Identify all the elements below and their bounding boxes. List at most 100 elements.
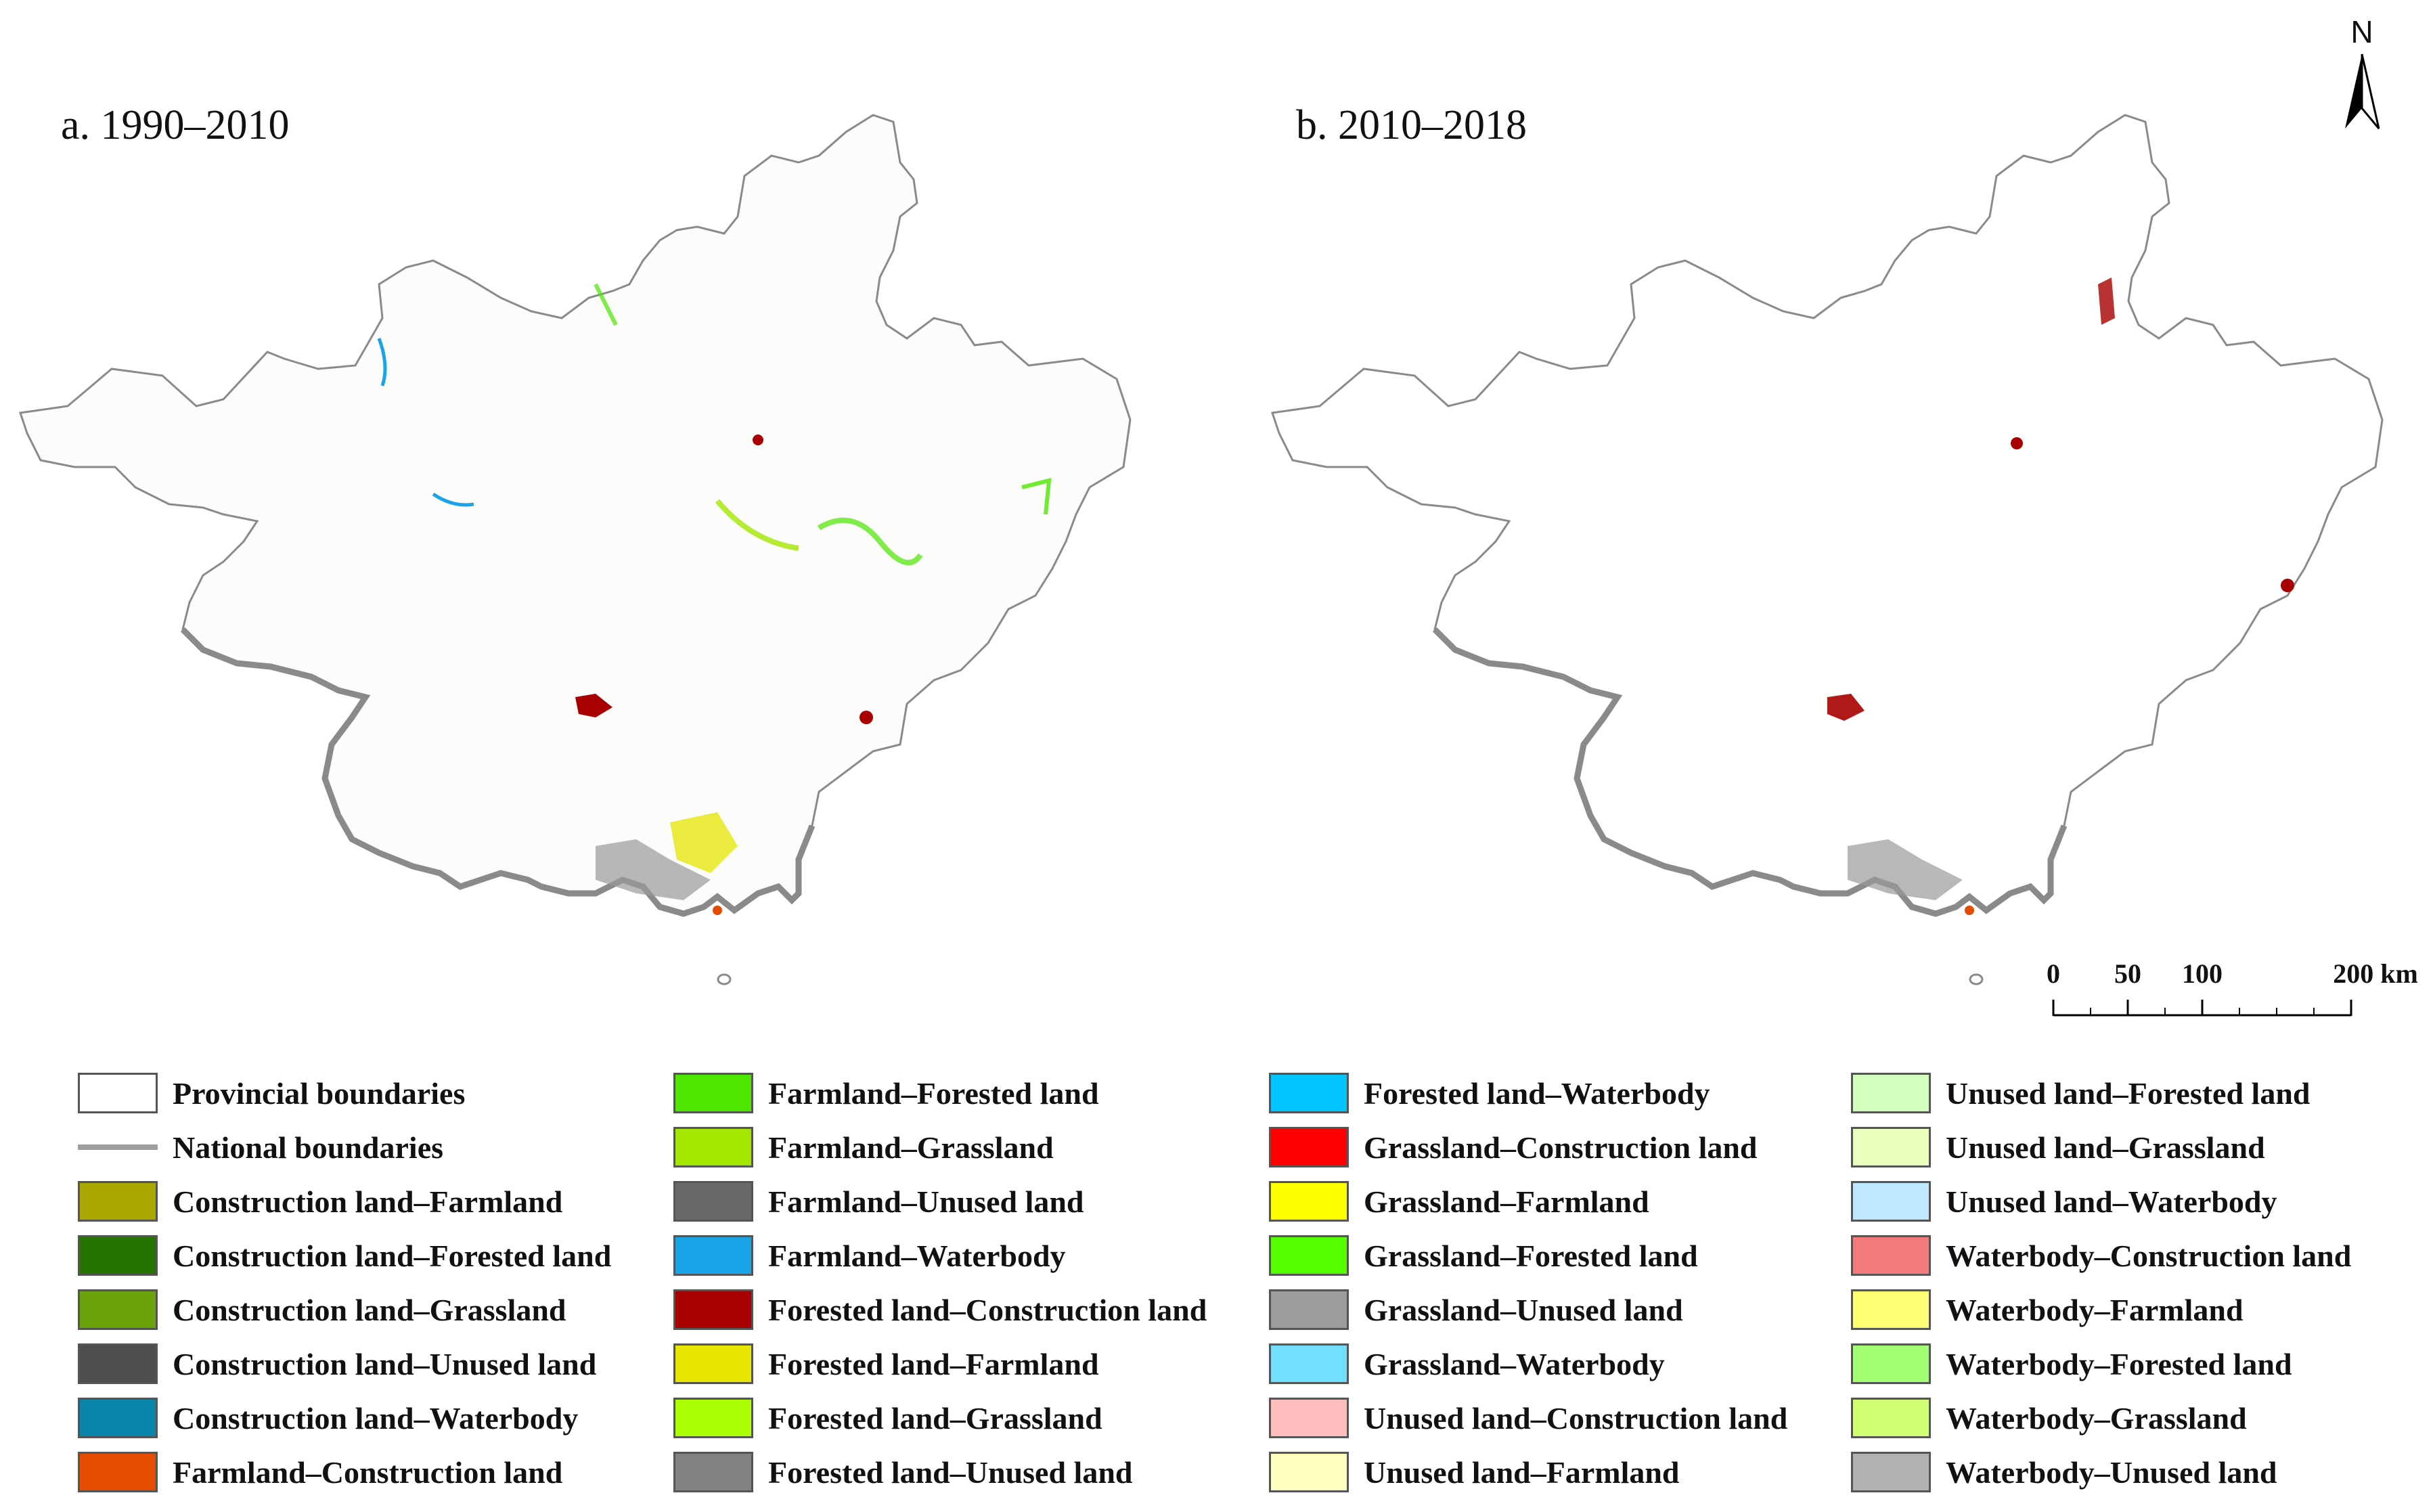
- legend-item: Unused land–Grassland: [1851, 1120, 2419, 1174]
- legend-swatch: [78, 1343, 158, 1384]
- legend-swatch: [673, 1127, 753, 1168]
- legend-item: Construction land–Farmland: [78, 1174, 673, 1228]
- north-arrow-icon: [2345, 53, 2380, 129]
- scale-bar-graphic: [2052, 1000, 2352, 1017]
- legend-label: Unused land–Construction land: [1364, 1400, 1788, 1436]
- legend-label: Provincial boundaries: [173, 1075, 466, 1111]
- legend-swatch: [673, 1181, 753, 1222]
- legend-label: Construction land–Waterbody: [173, 1400, 579, 1436]
- legend-item: Construction land–Waterbody: [78, 1391, 673, 1445]
- legend: Provincial boundaries National boundaries…: [78, 1066, 2419, 1499]
- construction-spot-a2: [860, 711, 873, 724]
- forested-to-construction-cluster-b1: [1827, 694, 1865, 721]
- scale-bar: 0 50 100 200 km: [2044, 958, 2423, 1032]
- legend-item: Farmland–Construction land: [78, 1445, 673, 1499]
- legend-item: Grassland–Farmland: [1269, 1174, 1851, 1228]
- legend-swatch: [1269, 1073, 1349, 1113]
- legend-item: Farmland–Grassland: [673, 1120, 1269, 1174]
- maps-canvas: [19, 114, 2384, 985]
- legend-swatch: [1851, 1181, 1931, 1222]
- farmland-to-waterbody-strip-1: [377, 338, 387, 386]
- legend-swatch: [673, 1398, 753, 1438]
- legend-item: Construction land–Grassland: [78, 1283, 673, 1337]
- legend-item: Unused land–Forested land: [1851, 1066, 2419, 1120]
- legend-label: Construction land–Forested land: [173, 1238, 612, 1273]
- legend-swatch: [78, 1289, 158, 1330]
- legend-swatch: [1851, 1127, 1931, 1168]
- legend-column: Provincial boundaries National boundaries…: [78, 1066, 673, 1499]
- coastal-unused-land-cluster-b: [1848, 839, 1963, 900]
- legend-label: Waterbody–Farmland: [1946, 1292, 2244, 1327]
- legend-item: Construction land–Forested land: [78, 1228, 673, 1283]
- legend-item: National boundaries: [78, 1120, 673, 1174]
- legend-label: Farmland–Waterbody: [768, 1238, 1066, 1273]
- legend-item: Waterbody–Farmland: [1851, 1283, 2419, 1337]
- legend-column: Forested land–Waterbody Grassland–Constru…: [1269, 1066, 1851, 1499]
- legend-swatch: [673, 1235, 753, 1276]
- legend-swatch: [1269, 1452, 1349, 1492]
- legend-swatch: [78, 1452, 158, 1492]
- legend-label: National boundaries: [173, 1130, 444, 1165]
- legend-swatch: [673, 1073, 753, 1113]
- legend-item: Construction land–Unused land: [78, 1337, 673, 1391]
- legend-label: Construction land–Farmland: [173, 1184, 563, 1219]
- legend-label: Grassland–Unused land: [1364, 1292, 1683, 1327]
- legend-swatch: [78, 1181, 158, 1222]
- legend-label: Farmland–Forested land: [768, 1075, 1099, 1111]
- map-a-title: a. 1990–2010: [61, 102, 290, 148]
- forested-to-farmland-cluster-a: [670, 812, 738, 873]
- legend-swatch: [1851, 1398, 1931, 1438]
- legend-swatch: [78, 1398, 158, 1438]
- legend-item: Waterbody–Unused land: [1851, 1445, 2419, 1499]
- legend-label: Forested land–Grassland: [768, 1400, 1102, 1436]
- legend-label: Forested land–Waterbody: [1364, 1075, 1710, 1111]
- scale-label-100: 100: [2182, 958, 2223, 989]
- legend-swatch: [1269, 1398, 1349, 1438]
- construction-spot-a1: [753, 435, 763, 445]
- coastal-unused-land-cluster-a: [596, 839, 711, 900]
- legend-label: Forested land–Farmland: [768, 1346, 1099, 1381]
- legend-label: Farmland–Unused land: [768, 1184, 1084, 1219]
- construction-spot-a3: [713, 906, 722, 915]
- legend-item: Waterbody–Forested land: [1851, 1337, 2419, 1391]
- legend-label: Unused land–Grassland: [1946, 1130, 2265, 1165]
- legend-swatch: [673, 1452, 753, 1492]
- legend-label: Grassland–Forested land: [1364, 1238, 1698, 1273]
- legend-swatch: [1269, 1127, 1349, 1168]
- construction-spot-b1: [2011, 437, 2023, 449]
- legend-item: Forested land–Unused land: [673, 1445, 1269, 1499]
- legend-item: Grassland–Waterbody: [1269, 1337, 1851, 1391]
- legend-item: Forested land–Farmland: [673, 1337, 1269, 1391]
- legend-label: Grassland–Farmland: [1364, 1184, 1649, 1219]
- legend-label: Unused land–Farmland: [1364, 1454, 1680, 1490]
- legend-swatch: [78, 1235, 158, 1276]
- legend-label: Unused land–Waterbody: [1946, 1184, 2277, 1219]
- legend-label: Construction land–Grassland: [173, 1292, 566, 1327]
- forested-to-construction-cluster-a: [575, 694, 612, 717]
- north-label: N: [2350, 14, 2373, 49]
- legend-label: Farmland–Grassland: [768, 1130, 1054, 1165]
- farmland-to-forested-strip-3: [1021, 478, 1052, 515]
- legend-swatch: [1269, 1343, 1349, 1384]
- legend-item: Grassland–Construction land: [1269, 1120, 1851, 1174]
- legend-swatch: [1851, 1073, 1931, 1113]
- legend-swatch: [1269, 1235, 1349, 1276]
- farmland-to-grassland-strip-1: [715, 499, 799, 551]
- legend-column: Unused land–Forested land Unused land–Gra…: [1851, 1066, 2419, 1499]
- legend-item: Grassland–Forested land: [1269, 1228, 1851, 1283]
- legend-item: Farmland–Forested land: [673, 1066, 1269, 1120]
- farmland-to-waterbody-strip-2: [432, 492, 474, 507]
- legend-swatch: [1269, 1181, 1349, 1222]
- legend-label: Forested land–Unused land: [768, 1454, 1133, 1490]
- scale-label-50: 50: [2114, 958, 2141, 989]
- legend-swatch: [1851, 1452, 1931, 1492]
- legend-item: Farmland–Unused land: [673, 1174, 1269, 1228]
- legend-swatch: [1851, 1289, 1931, 1330]
- legend-item: Forested land–Construction land: [673, 1283, 1269, 1337]
- legend-item: Provincial boundaries: [78, 1066, 673, 1120]
- legend-column: Farmland–Forested land Farmland–Grassland…: [673, 1066, 1269, 1499]
- legend-swatch: [673, 1343, 753, 1384]
- legend-label: Waterbody–Forested land: [1946, 1346, 2292, 1381]
- legend-item: Waterbody–Construction land: [1851, 1228, 2419, 1283]
- north-arrow: N: [2331, 14, 2392, 142]
